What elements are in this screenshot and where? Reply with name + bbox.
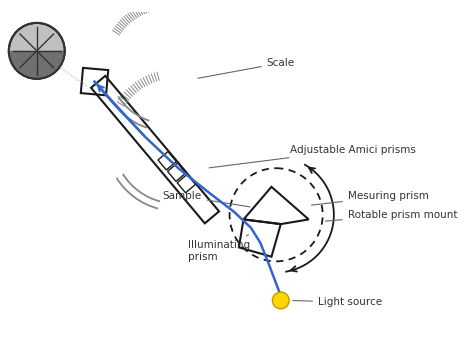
Text: Sample: Sample [163,191,250,207]
Text: Adjustable Amici prisms: Adjustable Amici prisms [209,145,416,168]
Text: Rotable prism mount: Rotable prism mount [326,210,457,221]
Text: Mesuring prism: Mesuring prism [311,191,428,205]
Circle shape [9,23,65,79]
Text: Illuminating
prism: Illuminating prism [188,235,250,262]
Circle shape [273,292,289,309]
Text: Light source: Light source [293,297,382,307]
Text: Scale: Scale [198,58,295,78]
Polygon shape [9,51,65,79]
